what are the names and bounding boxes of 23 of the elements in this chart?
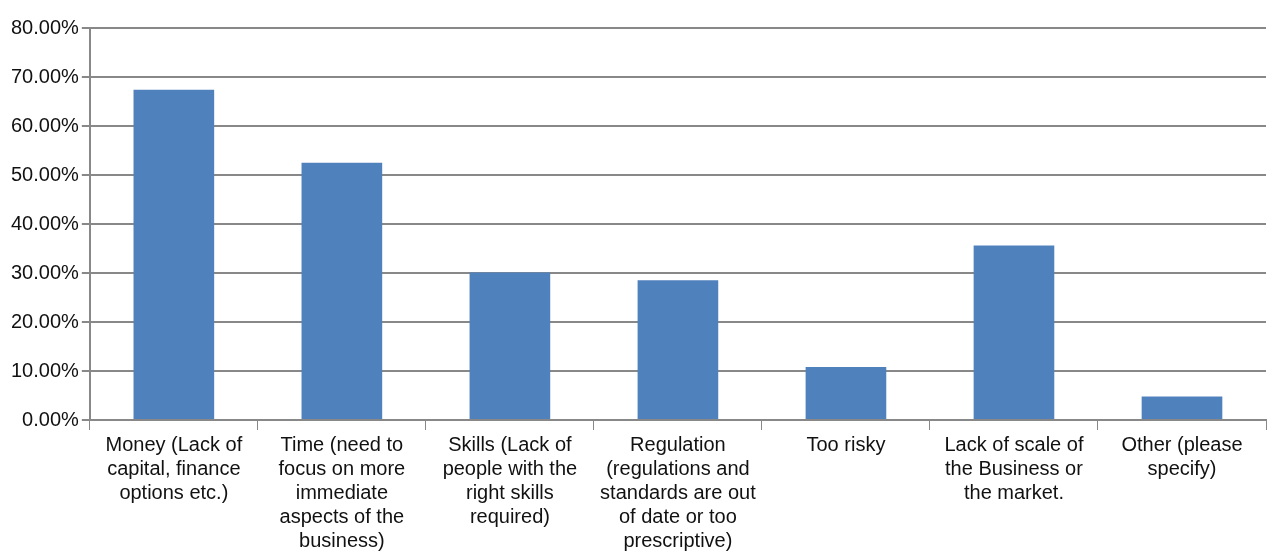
bar [637,280,719,419]
x-tick-label: Time (need to focus on more immediate aspects of the business) [278,432,406,551]
bar [133,89,215,419]
bar [301,162,383,419]
x-tick-label: Regulation (regulations and standards are out of date or too prescriptive) [600,432,757,551]
bar [469,272,551,419]
y-tick-label: 70.00% [10,64,80,87]
y-tick-label: 50.00% [10,162,80,185]
y-tick-label: 30.00% [10,260,80,283]
x-tick-label: Other (please specify) [1121,432,1243,479]
x-tick-label: Skills (Lack of people with the right skills required) [442,432,578,527]
bar [1141,396,1223,419]
y-tick-label: 80.00% [10,15,80,38]
y-tick-label: 40.00% [10,211,80,234]
y-tick-label: 60.00% [10,113,80,136]
x-tick-label: Money (Lack of capital, finance options etc.) [105,432,243,503]
bar [973,245,1055,419]
y-tick-label: 0.00% [22,407,80,430]
bar [805,367,887,419]
y-tick-label: 20.00% [10,309,80,332]
x-tick-label: Too risky [806,432,886,455]
y-tick-label: 10.00% [10,358,80,381]
x-tick-label: Lack of scale of the Business or the market. [944,432,1084,503]
